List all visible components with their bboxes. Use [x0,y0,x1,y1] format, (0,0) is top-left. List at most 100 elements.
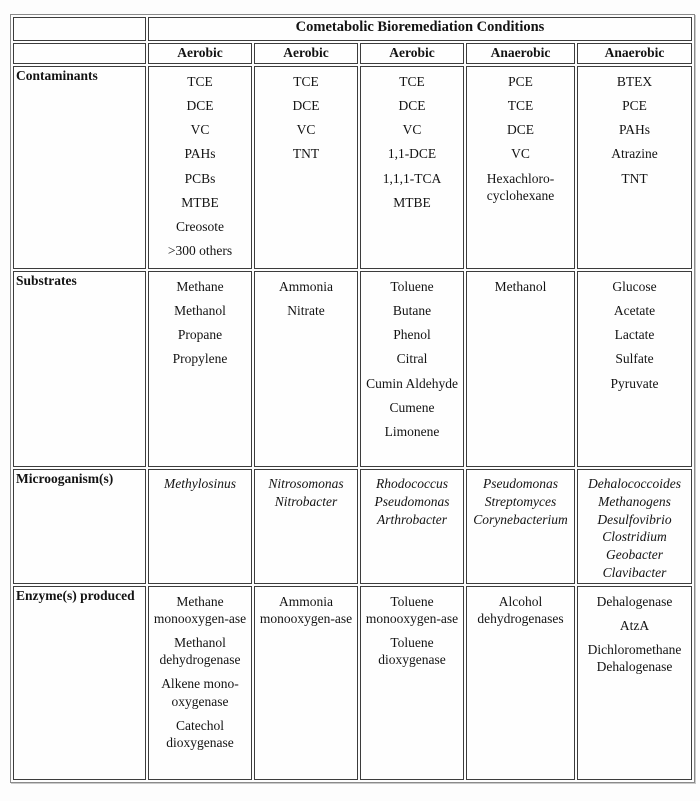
table-cell: TCE DCE VC PAHs PCBs MTBE Creosote >300 others [148,66,252,269]
cell-item: Limonene [384,423,440,439]
cell-item: Toluene monooxygen-ase [365,593,459,627]
cell-item: 1,1-DCE [387,146,437,162]
column-header-aerobic-0: Aerobic [148,43,252,64]
column-header-aerobic-1: Aerobic [254,43,358,64]
table-cell: Methylosinus [148,469,252,584]
cell-item: Arthrobacter [377,511,447,527]
cell-item: TNT [621,170,648,186]
cell-item: VC [190,122,210,138]
column-header-anaerobic-3: Anaerobic [466,43,575,64]
cell-item: Pyruvate [610,375,659,391]
cell-item: Dichloromethane Dehalogenase [587,642,682,675]
column-header-row: Aerobic Aerobic Aerobic Anaerobic Anaerobic [13,43,693,64]
cell-item: Methanol [174,303,226,319]
table-cell: Toluene monooxygen-ase Toluene dioxygenas… [360,585,464,780]
cell-item: Nitrobacter [274,493,338,509]
cell-item: VC [296,122,316,138]
column-header-anaerobic-4: Anaerobic [577,43,693,64]
cell-item: VC [511,146,530,162]
cell-item: Acetate [613,303,656,319]
cell-item: Catechol dioxygenase [166,717,234,750]
corner-cell-bottom [13,43,146,64]
table-title: Cometabolic Bioremediation Conditions [148,17,693,41]
cell-item: Ammonia monooxygen-ase [259,593,353,627]
cell-item: 1,1,1-TCA [382,170,442,186]
cell-item: Pseudomonas [483,476,558,491]
cell-item: Desulfovibrio [597,511,672,527]
cell-item: VC [402,122,422,138]
cell-item: PAHs [618,122,651,138]
cell-item: MTBE [393,194,431,210]
cell-item: Nitrate [287,303,325,319]
cell-item: DCE [398,98,426,114]
cell-item: PCBs [184,170,216,186]
cell-item: Methanogens [598,493,671,509]
cell-item: Toluene [390,279,434,294]
table-cell: Ammonia Nitrate [254,271,358,467]
table-cell: Rhodococcus Pseudomonas Arthrobacter [360,469,464,584]
cell-item: Creosote [176,218,224,234]
table-cell: Pseudomonas Streptomyces Corynebacterium [466,469,575,584]
table-cell: Alcohol dehydrogenases [466,585,575,780]
cell-item: TCE [507,98,534,114]
cell-item: Methylosinus [164,476,236,491]
table-cell: Ammonia monooxygen-ase [254,585,358,780]
bioremediation-table: Cometabolic Bioremediation Conditions Ae… [10,14,696,783]
cell-item: Clostridium [602,529,667,545]
cell-item: Sulfate [615,351,654,367]
cell-item: Rhodococcus [376,476,448,491]
table-cell: Methane Methanol Propane Propylene [148,271,252,467]
table-cell: Methanol [466,271,575,467]
cell-item: Hexachloro-cyclohexane [486,170,555,203]
row-label: Substrates [13,271,146,467]
row-label: Enzyme(s) produced [13,585,146,780]
cell-item: Butane [392,303,432,319]
cell-item: Methane [176,279,224,294]
title-row: Cometabolic Bioremediation Conditions [13,17,693,41]
cell-item: BTEX [616,74,653,89]
table-cell: TCE DCE VC TNT [254,66,358,269]
cell-item: Glucose [612,279,657,294]
table-body: Cometabolic Bioremediation Conditions Ae… [13,17,693,780]
column-header-aerobic-2: Aerobic [360,43,464,64]
table-cell: TCE DCE VC 1,1-DCE 1,1,1-TCA MTBE [360,66,464,269]
cell-item: Geobacter [606,547,663,563]
cell-item: Propylene [172,351,228,367]
row-label: Microoganism(s) [13,469,146,584]
table-row: Contaminants TCE DCE VC PAHs PCBs MTBE Creosote… [13,66,693,269]
cell-item: Cumin Aldehyde [366,375,458,391]
cell-item: TCE [399,74,425,89]
cell-item: Streptomyces [484,493,557,509]
cell-item: Alcohol dehydrogenases [477,593,564,627]
cell-item: TNT [292,146,320,162]
row-label: Contaminants [13,66,146,269]
cell-item: Phenol [393,327,431,343]
cell-item: Methanol dehydrogenase [159,635,241,668]
table-cell: BTEX PCE PAHs Atrazine TNT [577,66,693,269]
cell-item: Methanol [494,279,547,294]
cell-item: PCE [622,98,647,114]
cell-item: Dehalococcoides [588,476,681,491]
table-cell: Methane monooxygen-ase Methanol dehydroge… [148,585,252,780]
table-cell: PCE TCE DCE VC Hexachloro-cyclohexane [466,66,575,269]
cell-item: PAHs [184,146,216,162]
cell-item: Cumene [389,399,435,415]
cell-item: PCE [508,74,533,89]
table-row: Substrates Methane Methanol Propane Propylen… [13,271,693,467]
table-cell: Nitrosomonas Nitrobacter [254,469,358,584]
table-row: Enzyme(s) produced Methane monooxygen-ase… [13,585,693,780]
table-cell: Dehalococcoides Methanogens Desulfovibrio C… [577,469,693,584]
cell-item: Alkene mono-oxygenase [161,676,239,709]
cell-item: DCE [507,122,534,138]
table-row: Microoganism(s) Methylosinus Nitrosomonas N… [13,469,693,584]
cell-item: DCE [186,98,214,114]
cell-item: Pseudomonas [374,493,450,509]
cell-item: >300 others [167,242,233,258]
cell-item: Lactate [614,327,655,343]
cell-item: Corynebacterium [473,511,568,527]
cell-item: Citral [396,351,428,367]
cell-item: Nitrosomonas [268,476,344,491]
cell-item: DCE [292,98,320,114]
page: Cometabolic Bioremediation Conditions Ae… [10,14,696,783]
cell-item: Dehalogenase [596,593,673,609]
